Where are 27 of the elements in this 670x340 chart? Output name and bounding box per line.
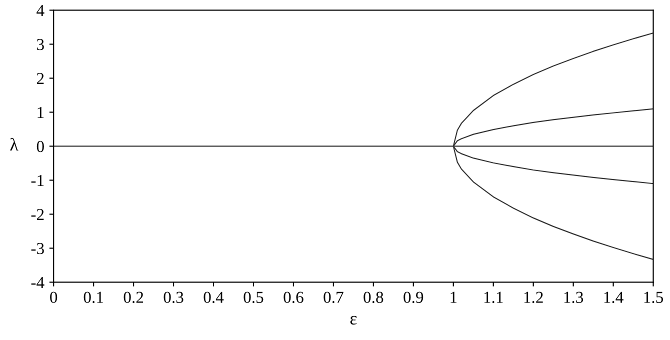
x-tick-label: 0.5 [244, 292, 264, 304]
x-tick-label: 0.4 [204, 292, 224, 304]
x-tick-label: 1.5 [644, 292, 664, 304]
x-tick-label: 1.3 [564, 292, 584, 304]
x-tick-label: 0.3 [164, 292, 184, 304]
x-tick-label: 0.9 [404, 292, 424, 304]
x-tick-label: 0 [50, 292, 58, 303]
x-tick-label: 1.2 [524, 292, 543, 304]
y-axis-title: λ [10, 138, 18, 151]
y-tick-label: -2 [31, 208, 44, 220]
y-tick-label: 2 [36, 72, 44, 84]
x-tick-label: 0.6 [284, 292, 304, 304]
x-axis-title: ε [350, 316, 357, 325]
x-tick-label: 1.1 [484, 292, 503, 304]
y-tick-label: -4 [31, 277, 44, 288]
x-tick-label: 1.4 [604, 292, 624, 304]
y-tick-label: 3 [37, 38, 44, 50]
y-tick-label: 1 [38, 106, 44, 118]
y-tick-label: 0 [36, 140, 44, 152]
x-tick-label: 0.2 [124, 292, 144, 304]
x-tick-label: 1 [450, 292, 457, 303]
x-tick-label: 0.8 [364, 292, 384, 304]
y-tick-label: -1 [31, 174, 44, 186]
y-tick-label: 4 [36, 5, 44, 16]
x-tick-label: 0.1 [84, 292, 103, 304]
x-tick-label: 0.7 [324, 292, 344, 304]
y-tick-label: -3 [31, 242, 44, 254]
